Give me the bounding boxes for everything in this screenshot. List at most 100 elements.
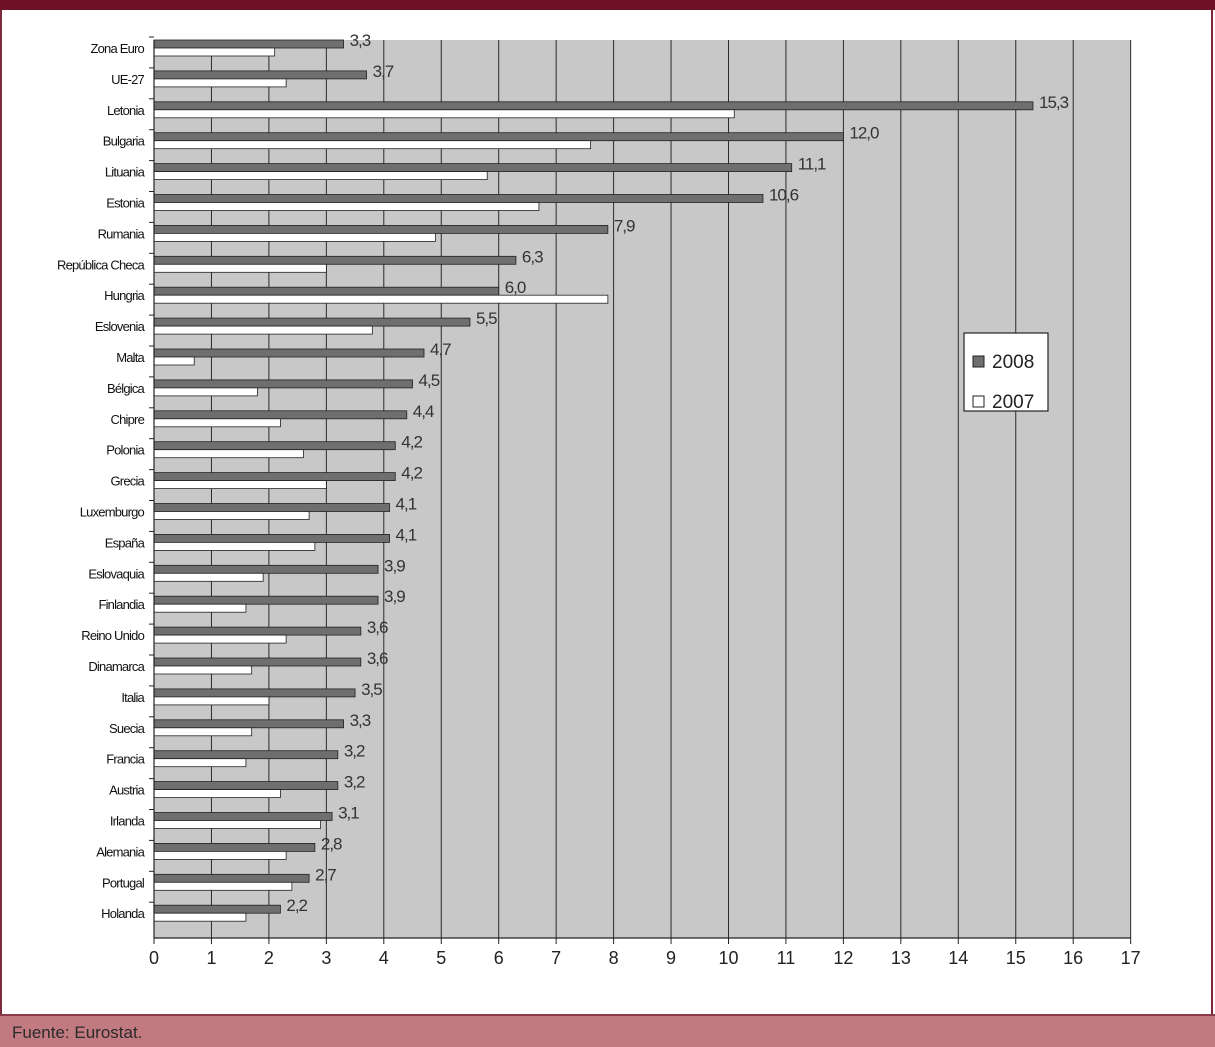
x-tick-label: 5 xyxy=(436,948,446,968)
bar-2008 xyxy=(153,70,367,80)
data-label-2008: 3,3 xyxy=(350,31,371,50)
bar-2008 xyxy=(153,564,379,574)
data-label-2008: 5,5 xyxy=(476,309,497,328)
bar-2008 xyxy=(153,379,413,389)
x-tick-label: 3 xyxy=(321,948,331,968)
category-label: Chipre xyxy=(111,412,145,427)
data-label-2008: 6,3 xyxy=(522,247,543,266)
bar-2007 xyxy=(153,789,281,798)
category-label: Eslovenia xyxy=(95,319,146,334)
bar-2008 xyxy=(153,595,379,605)
data-label-2008: 4,7 xyxy=(430,340,451,359)
x-tick-label: 2 xyxy=(264,948,274,968)
bar-2008 xyxy=(153,873,310,883)
data-label-2008: 7,9 xyxy=(614,216,635,235)
category-label: Zona Euro xyxy=(90,41,144,56)
category-label: UE-27 xyxy=(111,72,144,87)
x-tick-label: 6 xyxy=(494,948,504,968)
category-label: Suecia xyxy=(109,721,146,736)
category-label: Francia xyxy=(106,752,145,767)
bar-2008 xyxy=(153,224,609,234)
data-label-2008: 3,6 xyxy=(367,649,388,668)
x-tick-label: 16 xyxy=(1063,948,1083,968)
legend-swatch-2008 xyxy=(972,355,985,368)
bar-2007 xyxy=(153,727,253,737)
bar-2007 xyxy=(153,542,316,551)
chart-frame: Zona Euro UE-27 Letonia Bulgaria Lituania Est… xyxy=(0,10,1213,1014)
bar-2008 xyxy=(153,317,471,327)
data-label-2008: 12,0 xyxy=(849,124,879,143)
x-tick-label: 15 xyxy=(1006,948,1026,968)
bar-2008 xyxy=(153,657,362,667)
category-label: Holanda xyxy=(101,906,145,921)
bar-2007 xyxy=(153,480,327,490)
bar-2008 xyxy=(153,503,390,512)
data-label-2008: 10,6 xyxy=(769,186,799,205)
x-tick-label: 9 xyxy=(666,948,676,968)
x-tick-label: 0 xyxy=(149,948,159,968)
bar-2007 xyxy=(153,387,258,397)
data-label-2008: 4,1 xyxy=(396,525,417,544)
bar-2008 xyxy=(153,255,517,265)
bar-chart: Zona Euro UE-27 Letonia Bulgaria Lituania Est… xyxy=(57,31,1141,968)
bar-2008 xyxy=(153,163,793,173)
x-tick-label: 17 xyxy=(1121,948,1141,968)
data-label-2008: 4,4 xyxy=(413,402,434,421)
source-text: Fuente: Eurostat. xyxy=(12,1023,143,1042)
x-tick-label: 14 xyxy=(948,948,968,968)
bar-2008 xyxy=(153,719,344,729)
category-label: Estonia xyxy=(106,196,145,211)
data-label-2008: 3,1 xyxy=(338,804,359,823)
category-label: Italia xyxy=(121,690,145,705)
category-label: Irlanda xyxy=(110,814,146,829)
data-label-2008: 4,2 xyxy=(401,464,422,483)
bar-2007 xyxy=(153,325,373,335)
bar-2008 xyxy=(153,688,356,698)
bar-2007 xyxy=(153,202,540,211)
bar-2007 xyxy=(153,820,322,829)
bar-2008 xyxy=(153,626,362,636)
bars xyxy=(149,36,1034,922)
category-labels: Zona Euro UE-27 Letonia Bulgaria Lituania Est… xyxy=(57,41,146,921)
bar-2007 xyxy=(153,418,281,428)
category-label: Hungria xyxy=(104,288,145,303)
bar-2008 xyxy=(153,410,408,420)
bar-2007 xyxy=(153,758,247,768)
category-label: Dinamarca xyxy=(88,659,145,674)
bar-2007 xyxy=(153,449,304,459)
bar-2008 xyxy=(153,132,844,142)
bar-2008 xyxy=(153,534,390,543)
data-label-2008: 3,9 xyxy=(384,556,405,575)
data-label-2008: 6,0 xyxy=(505,278,526,297)
data-label-2008: 3,3 xyxy=(350,711,371,730)
bar-2008 xyxy=(153,812,333,821)
category-label: Lituania xyxy=(105,165,146,180)
bar-2007 xyxy=(153,851,287,860)
bar-2007 xyxy=(153,171,488,181)
legend-label-2007: 2007 xyxy=(992,392,1034,413)
bar-2008 xyxy=(153,286,500,296)
x-axis: 0 1 2 3 4 5 6 7 8 9 10 11 12 13 14 15 16 17 xyxy=(149,40,1141,968)
data-label-2008: 11,1 xyxy=(798,155,826,174)
category-label: Reino Unido xyxy=(81,628,144,643)
x-tick-label: 4 xyxy=(379,948,389,968)
bar-2007 xyxy=(153,881,293,891)
category-label: Finlandia xyxy=(98,597,145,612)
value-labels: 3,33,715,312,011,110,67,96,36,05,54,74,5… xyxy=(286,31,1069,915)
category-label: Austria xyxy=(109,783,145,798)
x-tick-label: 12 xyxy=(833,948,853,968)
category-label: Grecia xyxy=(111,474,146,489)
bar-2008 xyxy=(153,441,396,451)
bar-2008 xyxy=(153,750,339,760)
bar-2007 xyxy=(153,634,287,644)
x-tick-label: 11 xyxy=(777,948,796,968)
bar-2007 xyxy=(153,294,609,304)
legend: 2008 2007 xyxy=(963,332,1049,413)
data-label-2008: 3,5 xyxy=(361,680,382,699)
data-label-2008: 4,1 xyxy=(396,495,417,514)
category-label: Letonia xyxy=(107,103,146,118)
data-label-2008: 4,5 xyxy=(419,371,440,390)
bar-2007 xyxy=(153,912,247,922)
legend-swatch-2007 xyxy=(972,395,985,408)
data-label-2008: 2,7 xyxy=(315,865,336,884)
